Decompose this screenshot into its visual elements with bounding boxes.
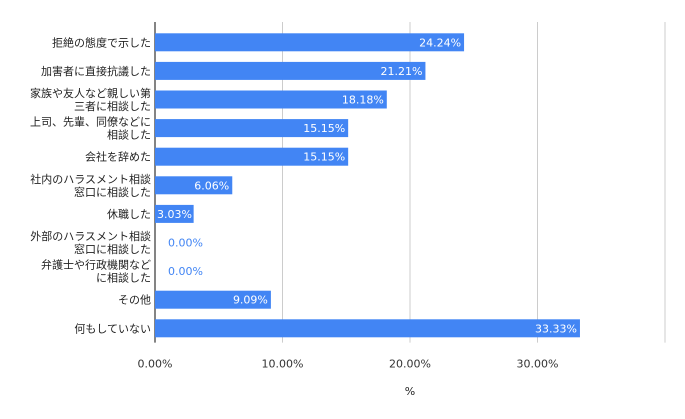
bar (155, 147, 349, 166)
data-label: 9.09% (233, 294, 268, 307)
x-axis-title: % (405, 385, 415, 398)
bar (155, 90, 387, 109)
x-tick-label: 0.00% (138, 358, 173, 371)
data-label: 15.15% (303, 151, 345, 164)
bar (155, 204, 194, 223)
category-labels: 拒絶の態度で示した加害者に直接抗議した家族や友人など親しい第三者に相談した上司、… (30, 35, 151, 335)
data-label: 0.00% (168, 265, 203, 278)
bar (155, 176, 233, 195)
x-tick-label: 20.00% (389, 358, 431, 371)
category-label: 休職した (107, 208, 151, 221)
data-label: 21.21% (380, 65, 422, 78)
x-tick-labels: 0.00% 10.00% 20.00% 30.00% (138, 358, 559, 371)
category-label: 何もしていない (74, 322, 151, 335)
category-label: 上司、先輩、同僚などに相談した (30, 115, 151, 142)
category-label: 弁護士や行政機関などに相談した (41, 258, 151, 285)
category-label: 会社を辞めた (85, 150, 151, 164)
category-label: 外部のハラスメント相談窓口に相談した (30, 229, 151, 256)
data-label: 18.18% (342, 94, 384, 107)
x-tick-label: 30.00% (517, 358, 559, 371)
bar (155, 61, 426, 80)
bar (155, 119, 349, 138)
bar (155, 319, 580, 338)
bar (155, 33, 465, 52)
x-tick-label: 10.00% (262, 358, 304, 371)
bar (155, 290, 271, 309)
data-label: 6.06% (194, 179, 229, 192)
data-label: 3.03% (157, 208, 192, 221)
data-label: 15.15% (303, 122, 345, 135)
data-label: 24.24% (419, 36, 461, 49)
category-label: 拒絶の態度で示した (52, 35, 151, 49)
data-label: 0.00% (168, 237, 203, 250)
category-label: 社内のハラスメント相談窓口に相談した (30, 172, 151, 199)
bars: 24.24% 21.21% 18.18% 15.15% 15.15% 6.06% 3.03%… (155, 33, 580, 338)
category-label: 家族や友人など親しい第三者に相談した (30, 86, 151, 113)
category-label: 加害者に直接抗議した (41, 64, 151, 78)
data-label: 33.33% (535, 322, 577, 335)
category-label: その他 (118, 294, 151, 307)
